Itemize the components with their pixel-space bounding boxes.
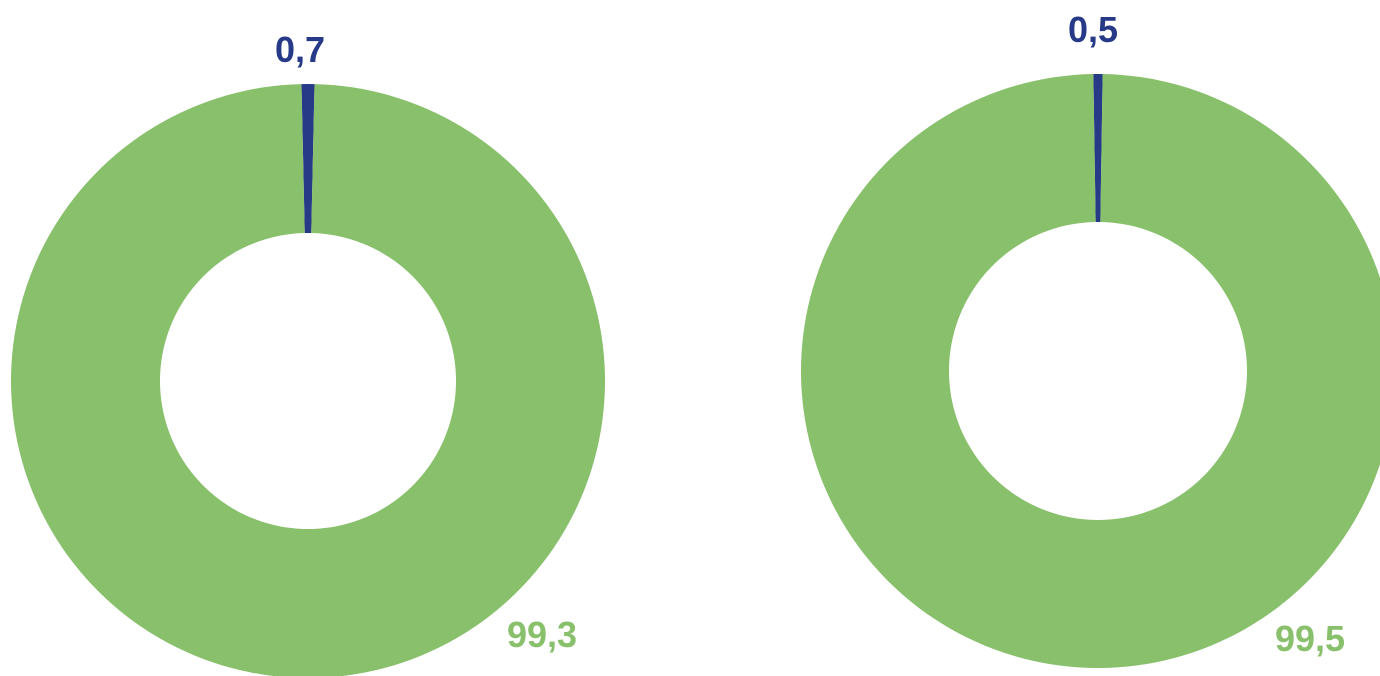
donut-1-data-label-1: 0,7 [275,29,325,70]
donut-2-data-label-2: 99,5 [1275,618,1345,659]
donut-2-slice-2 [801,74,1380,668]
donut-1-slice-1 [301,84,315,234]
donut-2-data-label-1: 0,5 [1068,9,1118,50]
donut-chart-2: 0,5 99,5 [801,9,1380,668]
donut-2-slice-1 [1093,74,1103,223]
donut-chart-1: 0,7 99,3 [11,29,605,676]
donut-1-slice-2 [11,84,605,676]
donut-1-data-label-2: 99,3 [507,614,577,655]
